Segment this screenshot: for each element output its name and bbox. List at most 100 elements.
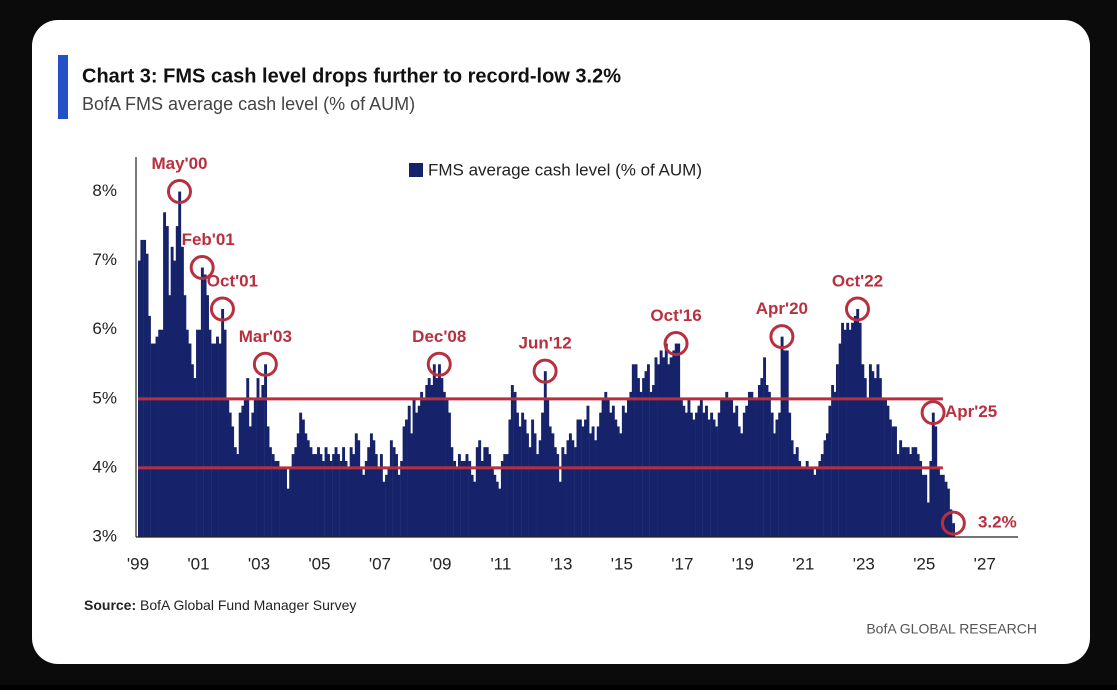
- bar: [485, 447, 489, 537]
- bar: [372, 440, 376, 537]
- x-tick-label: '03: [248, 554, 270, 573]
- bar: [405, 419, 408, 537]
- bar: [385, 474, 388, 537]
- bar: [871, 371, 875, 537]
- bar: [347, 467, 351, 537]
- bar: [952, 523, 956, 537]
- bar: [589, 433, 593, 537]
- bar: [332, 454, 336, 537]
- bar: [246, 378, 250, 537]
- bar: [470, 474, 474, 537]
- bar: [757, 385, 761, 537]
- bar: [717, 412, 721, 537]
- bar: [435, 378, 439, 537]
- bar: [828, 405, 832, 537]
- bar: [425, 385, 429, 537]
- legend-swatch: [409, 163, 423, 177]
- bar: [198, 329, 202, 537]
- accent-bar: [58, 55, 68, 119]
- bar: [944, 481, 948, 537]
- bar: [909, 454, 913, 537]
- bar: [163, 212, 167, 538]
- bar: [584, 419, 587, 537]
- bar: [193, 378, 197, 537]
- bar: [825, 433, 829, 537]
- bar: [533, 433, 537, 537]
- x-tick-label: '11: [490, 554, 511, 573]
- bar: [581, 426, 585, 537]
- y-tick-label: 8%: [92, 181, 117, 200]
- bar: [707, 419, 711, 537]
- bar: [437, 364, 441, 537]
- x-tick-label: '13: [550, 554, 572, 573]
- bar: [359, 467, 363, 537]
- bar: [274, 461, 278, 537]
- bar: [276, 461, 280, 537]
- bar: [886, 405, 890, 537]
- bar: [314, 454, 318, 537]
- bar: [813, 474, 817, 537]
- bar: [767, 391, 771, 537]
- bar: [763, 357, 767, 537]
- bar: [369, 433, 373, 537]
- bar: [835, 364, 839, 537]
- y-tick-label: 3%: [92, 526, 117, 545]
- bar: [785, 350, 789, 537]
- bar: [760, 378, 764, 537]
- bar: [846, 322, 850, 537]
- bar: [415, 412, 419, 537]
- bar: [732, 412, 736, 537]
- bar: [800, 467, 804, 537]
- bar: [221, 309, 225, 537]
- annotation-label: Oct'16: [650, 306, 701, 325]
- bar: [939, 474, 943, 537]
- plot-area: 3% 4% 5% 6% 7% 8% '99 '01 '03 '05 '07 '09 '11 '13 '15 '…: [92, 154, 1018, 573]
- bar: [646, 364, 650, 537]
- bar: [705, 405, 708, 537]
- bar: [143, 239, 147, 537]
- annotation-circle: [252, 351, 278, 377]
- bar: [770, 412, 774, 537]
- bar: [299, 412, 303, 537]
- annotation-label: Oct'01: [207, 271, 258, 290]
- bar: [873, 378, 877, 537]
- bar: [206, 295, 209, 537]
- annotation-circle: [844, 296, 870, 322]
- bar: [808, 467, 812, 537]
- bar: [317, 447, 320, 537]
- bar: [916, 454, 920, 537]
- chart-subtitle: BofA FMS average cash level (% of AUM): [82, 94, 415, 114]
- bar: [165, 226, 169, 537]
- bar: [614, 419, 618, 537]
- bar: [631, 364, 635, 537]
- bar: [218, 343, 222, 537]
- bar: [911, 447, 915, 537]
- bar: [556, 454, 560, 537]
- annotation-circle: [166, 179, 192, 205]
- bar: [374, 454, 378, 537]
- bar: [203, 274, 207, 537]
- bar: [619, 433, 623, 537]
- bar: [901, 447, 905, 537]
- bar: [321, 461, 325, 537]
- bar: [563, 454, 567, 537]
- bar: [861, 364, 865, 537]
- bar: [183, 295, 187, 537]
- bar: [669, 357, 673, 537]
- bar: [795, 447, 799, 537]
- bar: [578, 419, 582, 537]
- bar: [291, 454, 295, 537]
- bar: [684, 412, 688, 537]
- annotation-circle: [920, 400, 946, 426]
- annotation-circle: [426, 351, 452, 377]
- bar: [868, 364, 872, 537]
- bar: [919, 461, 923, 537]
- bar: [460, 461, 464, 537]
- bar: [150, 343, 154, 537]
- bar: [649, 391, 653, 537]
- bar: [778, 412, 782, 537]
- bar: [863, 378, 867, 537]
- bar: [904, 447, 907, 537]
- bar: [652, 385, 656, 537]
- bar: [196, 329, 199, 537]
